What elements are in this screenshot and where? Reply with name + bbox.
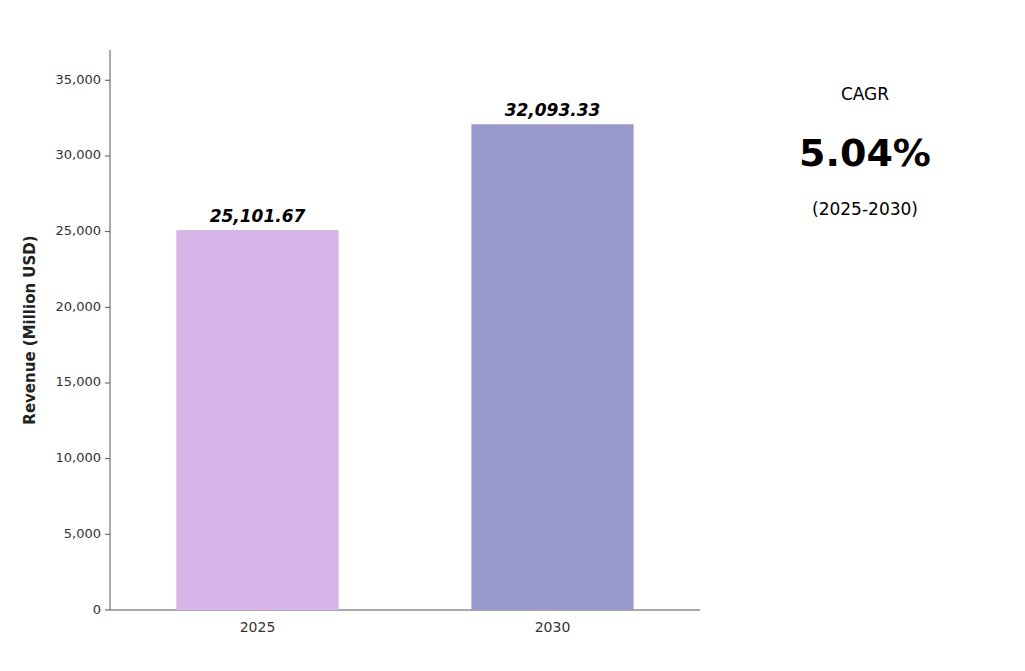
y-tick [105,610,110,611]
y-tick [105,155,110,156]
y-tick-label: 35,000 [56,72,102,87]
y-tick-label: 25,000 [56,223,102,238]
y-tick-label: 20,000 [56,299,102,314]
y-tick-label: 10,000 [56,450,102,465]
y-axis-line [110,50,111,610]
chart-svg: 0 5,000 10,000 15,000 20,000 25,000 30,000 35,0… [0,0,1025,671]
x-tick-label: 2025 [240,619,276,635]
bars [176,124,633,610]
x-tick-label: 2030 [535,619,571,635]
y-axis-label: Revenue (Million USD) [21,235,39,424]
y-tick [105,534,110,535]
bar [471,124,633,610]
data-label: 25,101.67 [210,206,306,226]
annotation: (2025-2030) [812,199,918,219]
y-tick [105,382,110,383]
annotation: CAGR [841,84,889,104]
y-tick-label: 0 [93,602,101,617]
y-tick [105,307,110,308]
y-axis: 0 5,000 10,000 15,000 20,000 25,000 30,000 35,0… [56,50,701,617]
y-tick [105,231,110,232]
y-tick [105,458,110,459]
y-tick-label: 30,000 [56,147,102,162]
y-tick-label: 5,000 [64,526,101,541]
bar [176,230,338,610]
y-tick-label: 15,000 [56,374,102,389]
y-tick [105,80,110,81]
data-label: 32,093.33 [505,100,601,120]
chart-container: 0 5,000 10,000 15,000 20,000 25,000 30,000 35,0… [0,0,1025,671]
annotation: 5.04% [799,131,931,175]
